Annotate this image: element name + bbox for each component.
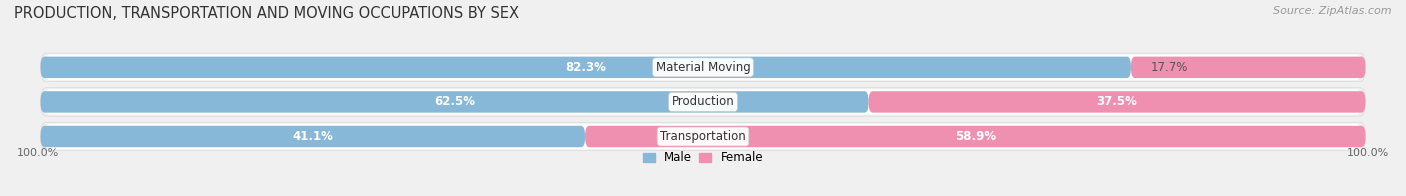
- FancyBboxPatch shape: [41, 122, 1365, 151]
- Text: Source: ZipAtlas.com: Source: ZipAtlas.com: [1274, 6, 1392, 16]
- FancyBboxPatch shape: [585, 126, 1365, 147]
- Legend: Male, Female: Male, Female: [643, 151, 763, 164]
- FancyBboxPatch shape: [1130, 57, 1365, 78]
- Text: 37.5%: 37.5%: [1097, 95, 1137, 108]
- Text: Material Moving: Material Moving: [655, 61, 751, 74]
- Text: 41.1%: 41.1%: [292, 130, 333, 143]
- Text: Transportation: Transportation: [661, 130, 745, 143]
- Text: 17.7%: 17.7%: [1152, 61, 1188, 74]
- Text: Production: Production: [672, 95, 734, 108]
- Text: 62.5%: 62.5%: [434, 95, 475, 108]
- FancyBboxPatch shape: [41, 91, 869, 113]
- FancyBboxPatch shape: [41, 57, 1130, 78]
- Text: 82.3%: 82.3%: [565, 61, 606, 74]
- FancyBboxPatch shape: [41, 126, 585, 147]
- Text: 100.0%: 100.0%: [1347, 148, 1389, 158]
- FancyBboxPatch shape: [45, 89, 1361, 115]
- Text: 58.9%: 58.9%: [955, 130, 995, 143]
- FancyBboxPatch shape: [45, 124, 1361, 149]
- FancyBboxPatch shape: [41, 53, 1365, 82]
- FancyBboxPatch shape: [869, 91, 1365, 113]
- FancyBboxPatch shape: [41, 88, 1365, 116]
- Text: PRODUCTION, TRANSPORTATION AND MOVING OCCUPATIONS BY SEX: PRODUCTION, TRANSPORTATION AND MOVING OC…: [14, 6, 519, 21]
- Text: 100.0%: 100.0%: [17, 148, 59, 158]
- FancyBboxPatch shape: [45, 54, 1361, 80]
